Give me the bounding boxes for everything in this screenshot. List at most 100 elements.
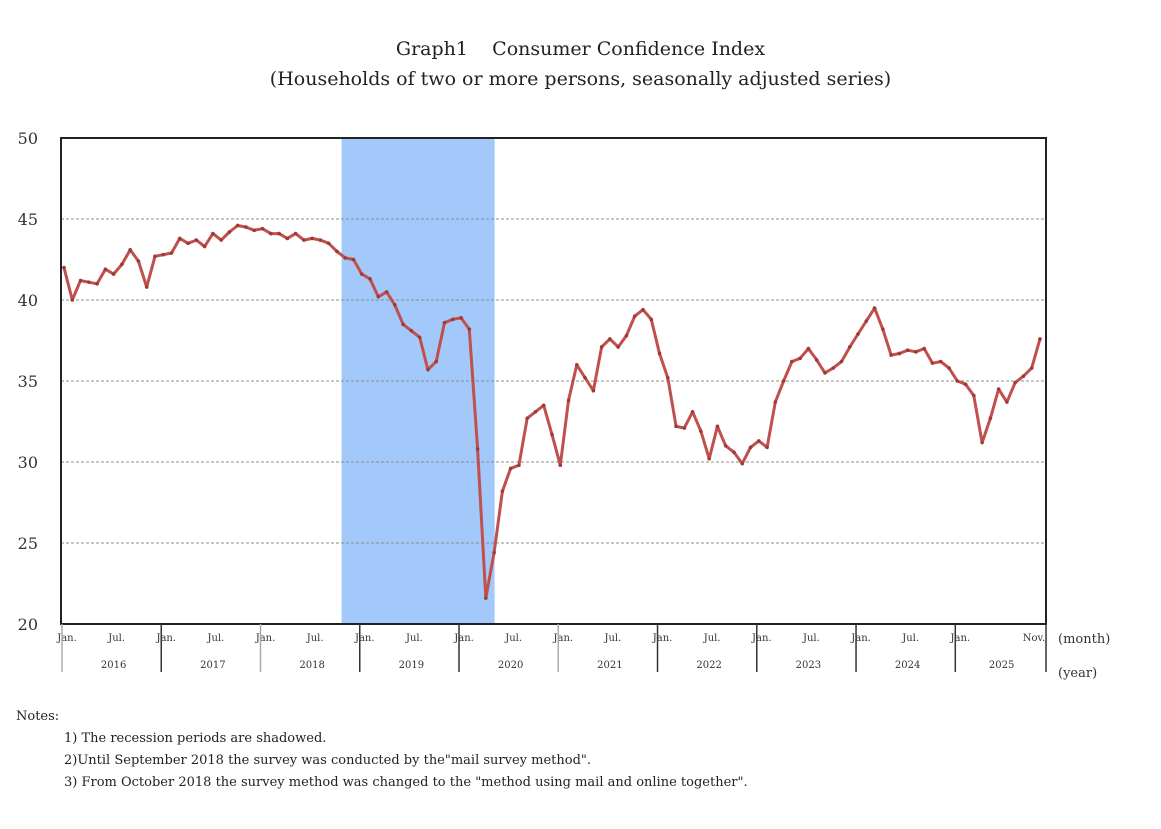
data-point — [550, 432, 554, 437]
data-point — [583, 375, 587, 380]
data-point — [103, 267, 108, 272]
data-point — [864, 319, 869, 323]
data-point — [881, 327, 885, 331]
data-point — [922, 346, 927, 351]
data-point — [930, 361, 935, 365]
data-point — [202, 244, 207, 249]
data-point — [393, 303, 397, 307]
chart-subtitle: (Households of two or more persons, seas… — [269, 68, 892, 90]
data-point — [111, 272, 116, 276]
x-tick-label: Nov. — [1023, 633, 1045, 644]
data-point — [177, 236, 182, 241]
data-point — [972, 393, 976, 398]
data-point — [186, 241, 190, 246]
x-tick-label: Jul. — [306, 633, 324, 644]
data-point — [707, 456, 711, 461]
y-tick-label: 35 — [18, 372, 38, 391]
data-point — [690, 409, 695, 414]
y-tick-label: 30 — [18, 453, 38, 472]
data-point — [914, 350, 918, 354]
x-tick-label: Jan. — [453, 633, 474, 644]
data-point — [657, 351, 662, 356]
data-point — [790, 359, 794, 364]
data-point — [1021, 374, 1026, 378]
chart-title: Graph1 Consumer Confidence Index — [395, 38, 766, 60]
x-tick-label: Jul. — [107, 633, 125, 644]
data-point — [996, 387, 1001, 391]
data-point — [401, 322, 405, 327]
data-point — [632, 314, 637, 319]
x-year-label: 2018 — [299, 660, 324, 671]
data-point — [674, 424, 678, 429]
data-point — [732, 450, 736, 455]
x-tick-label: Jan. — [552, 633, 573, 644]
data-point — [153, 254, 157, 259]
data-point — [665, 375, 670, 380]
x-tick-label: Jan. — [354, 633, 375, 644]
data-point — [575, 363, 579, 367]
data-point — [988, 416, 993, 421]
data-point — [1013, 380, 1017, 385]
data-point — [963, 382, 968, 387]
x-tick-label: Jan. — [56, 633, 77, 644]
x-year-label: 2023 — [796, 660, 821, 671]
data-point — [624, 333, 629, 338]
data-point — [905, 348, 910, 353]
x-tick-label: Jul. — [504, 633, 522, 644]
data-point — [533, 409, 538, 414]
data-point — [95, 282, 99, 286]
data-point — [459, 316, 463, 320]
x-year-label: 2019 — [399, 660, 424, 671]
data-point — [748, 445, 753, 450]
data-point — [467, 327, 472, 331]
data-point — [244, 225, 248, 229]
y-tick-label: 20 — [18, 615, 38, 634]
x-tick-label: Jan. — [155, 633, 176, 644]
data-point — [70, 298, 75, 302]
data-point — [310, 236, 314, 241]
data-point — [839, 359, 844, 364]
data-point — [252, 228, 257, 233]
x-tick-label: Jan. — [850, 633, 871, 644]
data-point — [384, 290, 389, 294]
y-tick-label: 45 — [18, 210, 38, 229]
data-point — [417, 335, 422, 340]
data-point — [947, 366, 951, 370]
data-point — [277, 231, 281, 236]
y-tick-label: 50 — [18, 129, 38, 148]
data-point — [484, 596, 488, 600]
notes-heading: Notes: — [16, 709, 60, 724]
data-point — [409, 328, 414, 333]
data-point — [351, 257, 356, 262]
data-point — [302, 238, 306, 242]
series-line — [62, 224, 1042, 600]
data-point — [227, 230, 232, 234]
data-point — [814, 358, 819, 362]
x-tick-label: Jan. — [751, 633, 772, 644]
data-point — [326, 241, 331, 246]
x-tick-label: Jan. — [255, 633, 276, 644]
x-tick-label: Jul. — [603, 633, 621, 644]
data-point — [641, 307, 645, 312]
data-point — [260, 226, 265, 231]
data-point — [318, 238, 323, 242]
data-point — [756, 439, 761, 443]
data-point — [194, 238, 199, 242]
x-tick-label: Jul. — [703, 633, 721, 644]
data-point — [806, 346, 811, 351]
x-year-label: 2017 — [200, 660, 225, 671]
data-point — [285, 236, 290, 241]
data-point — [831, 366, 836, 370]
x-axis-month-label: (month) — [1058, 632, 1110, 647]
data-point — [144, 285, 149, 289]
data-point — [87, 280, 91, 284]
x-year-label: 2020 — [498, 660, 523, 671]
data-point — [773, 400, 778, 404]
data-point — [608, 337, 612, 341]
data-point — [434, 359, 439, 364]
data-point — [508, 466, 513, 471]
data-point — [442, 320, 447, 325]
x-year-label: 2022 — [696, 660, 721, 671]
data-point — [566, 398, 571, 403]
